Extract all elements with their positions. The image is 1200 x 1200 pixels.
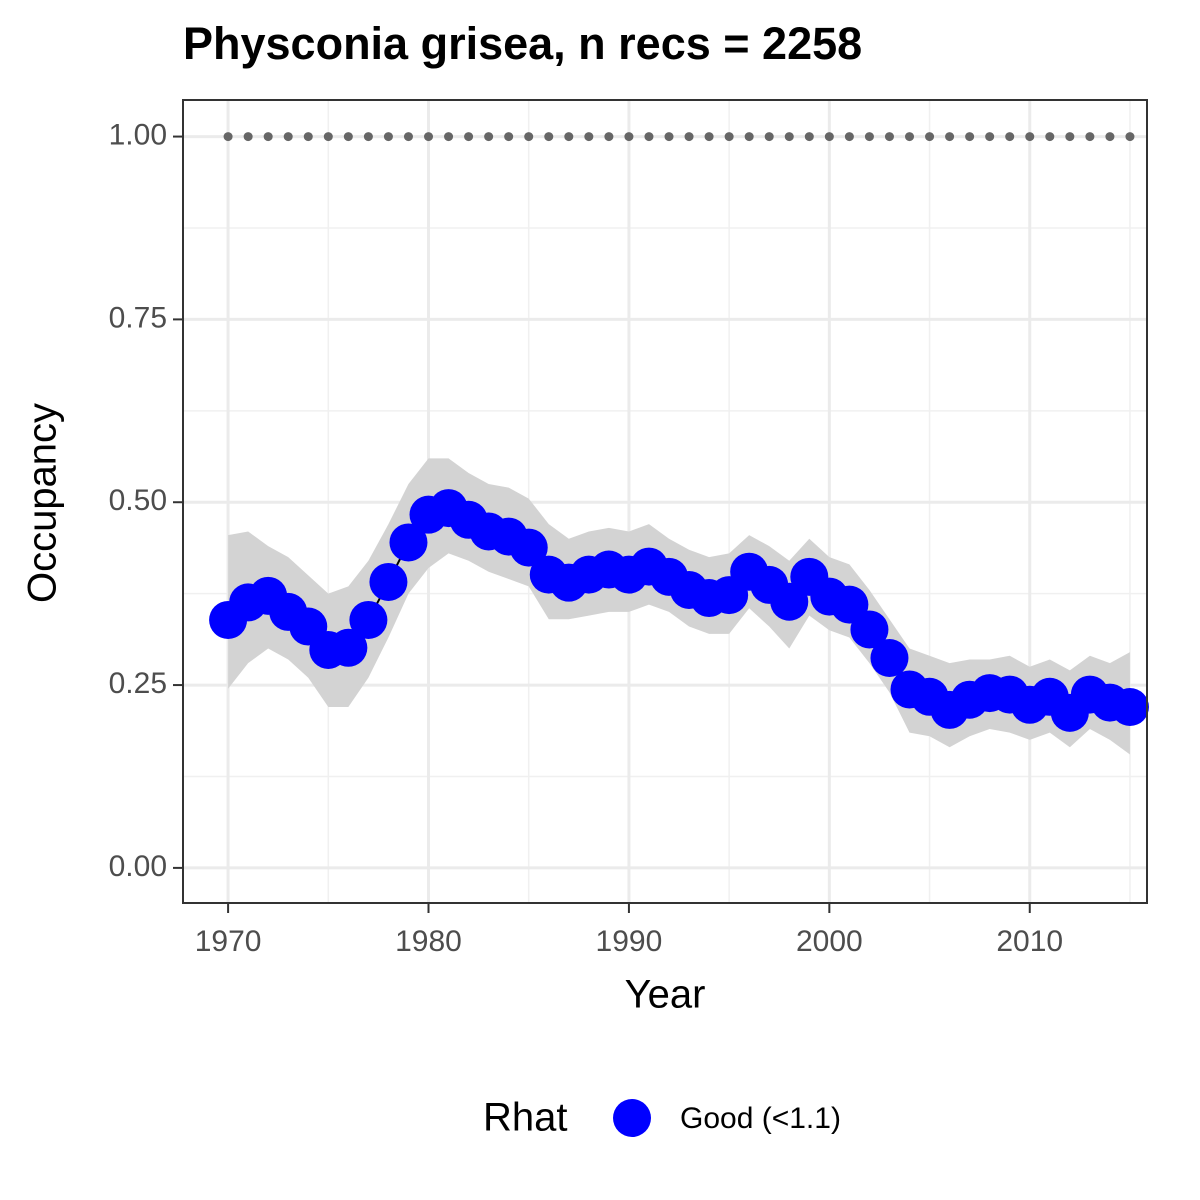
dot bbox=[784, 132, 794, 142]
dot bbox=[1125, 132, 1135, 142]
dot bbox=[965, 132, 975, 142]
y-tick-label: 0.50 bbox=[109, 484, 167, 517]
dot bbox=[804, 132, 814, 142]
dot bbox=[343, 132, 353, 142]
dot bbox=[1025, 132, 1035, 142]
dot bbox=[744, 132, 754, 142]
dot bbox=[484, 132, 494, 142]
dot bbox=[764, 132, 774, 142]
dot bbox=[624, 132, 634, 142]
y-tick-label: 1.00 bbox=[109, 118, 167, 151]
point bbox=[349, 600, 388, 639]
dot bbox=[1065, 132, 1075, 142]
dot bbox=[724, 132, 734, 142]
legend-label: Good (<1.1) bbox=[680, 1102, 841, 1135]
dot bbox=[905, 132, 915, 142]
dot bbox=[644, 132, 654, 142]
dot bbox=[704, 132, 714, 142]
dot bbox=[363, 132, 373, 142]
dot bbox=[263, 132, 273, 142]
legend-title: Rhat bbox=[483, 1096, 568, 1140]
y-axis-label: Occupancy bbox=[21, 403, 65, 603]
dot bbox=[323, 132, 333, 142]
dot bbox=[1105, 132, 1115, 142]
x-tick-label: 2010 bbox=[996, 925, 1063, 958]
panel-border bbox=[182, 99, 1148, 904]
point bbox=[369, 562, 408, 601]
dot bbox=[824, 132, 834, 142]
dot bbox=[864, 132, 874, 142]
dot bbox=[925, 132, 935, 142]
point bbox=[850, 610, 889, 649]
dot bbox=[303, 132, 313, 142]
dot bbox=[684, 132, 694, 142]
chart-title: Physconia grisea, n recs = 2258 bbox=[183, 18, 862, 69]
dot bbox=[544, 132, 554, 142]
dot bbox=[283, 132, 293, 142]
dot bbox=[945, 132, 955, 142]
point bbox=[389, 523, 428, 562]
y-tick-label: 0.25 bbox=[109, 667, 167, 700]
point bbox=[1110, 688, 1149, 727]
point bbox=[329, 628, 368, 667]
dot bbox=[383, 132, 393, 142]
dot bbox=[1005, 132, 1015, 142]
x-tick-label: 1970 bbox=[195, 925, 262, 958]
dot bbox=[884, 132, 894, 142]
dot bbox=[985, 132, 995, 142]
dot bbox=[524, 132, 534, 142]
dot bbox=[424, 132, 434, 142]
legend-swatch bbox=[613, 1099, 651, 1137]
dot bbox=[1085, 132, 1095, 142]
dot bbox=[844, 132, 854, 142]
point bbox=[509, 528, 548, 567]
dot bbox=[604, 132, 614, 142]
dot bbox=[584, 132, 594, 142]
dot bbox=[444, 132, 454, 142]
x-tick-label: 1990 bbox=[596, 925, 663, 958]
y-tick-label: 0.75 bbox=[109, 301, 167, 334]
x-tick-label: 2000 bbox=[796, 925, 863, 958]
point bbox=[870, 639, 909, 678]
dot bbox=[243, 132, 253, 142]
dot bbox=[403, 132, 413, 142]
x-tick-label: 1980 bbox=[395, 925, 462, 958]
dot bbox=[564, 132, 574, 142]
dot bbox=[504, 132, 514, 142]
y-tick-label: 0.00 bbox=[109, 850, 167, 883]
dot bbox=[664, 132, 674, 142]
dot bbox=[1045, 132, 1055, 142]
x-axis-label: Year bbox=[625, 973, 706, 1017]
dot bbox=[223, 132, 233, 142]
dot bbox=[464, 132, 474, 142]
